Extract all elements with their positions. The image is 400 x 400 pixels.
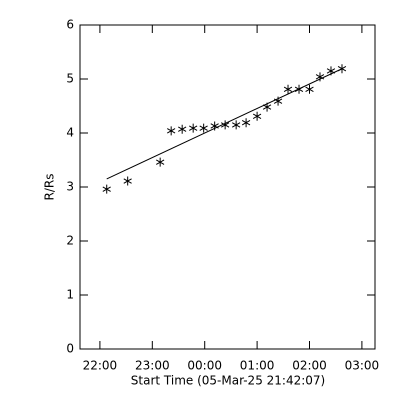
x-tick-label: 22:00 <box>83 359 118 373</box>
y-tick-label: 5 <box>66 72 74 86</box>
asterisk-marker <box>156 157 165 167</box>
asterisk-marker <box>167 126 176 136</box>
asterisk-marker <box>178 124 187 134</box>
x-axis-label: Start Time (05-Mar-25 21:42:07) <box>131 374 325 388</box>
x-tick-label: 02:00 <box>292 359 327 373</box>
y-tick-label: 0 <box>66 342 74 356</box>
asterisk-marker <box>189 123 198 133</box>
asterisk-marker <box>102 184 111 194</box>
y-tick-label: 1 <box>66 288 74 302</box>
asterisk-marker <box>231 120 241 130</box>
y-tick-label: 6 <box>66 18 74 32</box>
asterisk-marker <box>199 123 208 133</box>
x-tick-label: 03:00 <box>345 359 380 373</box>
asterisk-marker <box>123 176 132 186</box>
asterisk-marker <box>283 84 293 94</box>
y-axis-label: R/Rs <box>43 174 57 201</box>
asterisk-marker <box>252 111 262 121</box>
asterisk-marker <box>305 84 314 94</box>
y-tick-label: 2 <box>66 234 74 248</box>
fit-line <box>106 68 343 180</box>
y-tick-label: 4 <box>66 126 74 140</box>
asterisk-marker <box>241 118 251 128</box>
x-tick-label: 23:00 <box>135 359 170 373</box>
asterisk-marker <box>220 120 230 130</box>
x-tick-label: 01:00 <box>240 359 275 373</box>
x-tick-label: 00:00 <box>187 359 222 373</box>
y-tick-label: 3 <box>66 180 74 194</box>
